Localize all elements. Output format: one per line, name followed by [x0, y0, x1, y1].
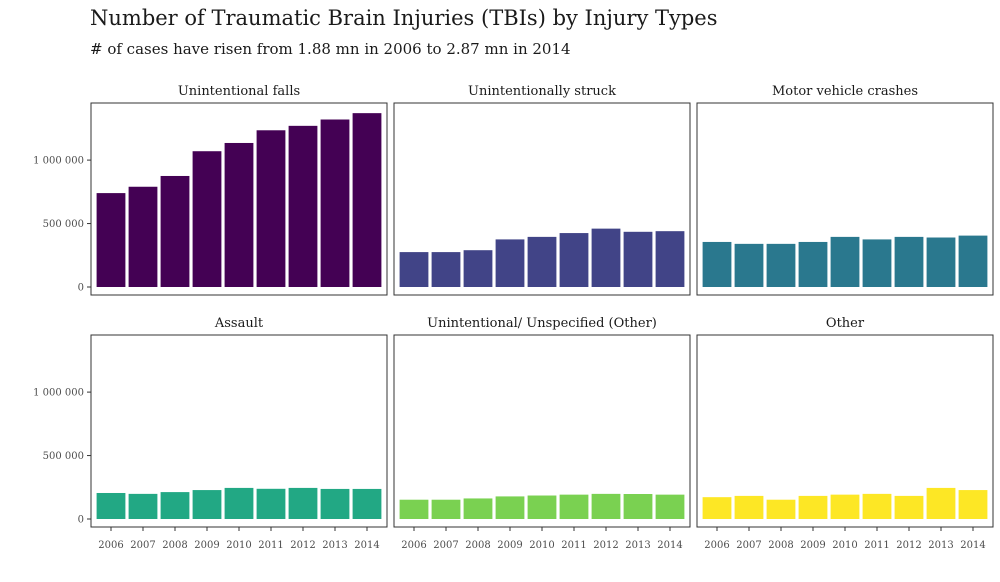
x-tick-label: 2012 [896, 540, 921, 551]
x-tick-label: 2008 [768, 540, 793, 551]
panel-border [393, 102, 691, 296]
bar [591, 493, 621, 519]
bar [256, 130, 286, 287]
bar [862, 239, 892, 287]
bar [495, 496, 525, 519]
panel-border [90, 102, 388, 296]
bar [399, 499, 429, 519]
facet-label: Assault [214, 316, 264, 331]
bar [495, 239, 525, 287]
bar [96, 492, 126, 519]
x-tick-label: 2011 [864, 540, 889, 551]
x-tick-label: 2009 [497, 540, 522, 551]
bar [463, 498, 493, 519]
bar [702, 241, 732, 287]
bar [399, 252, 429, 287]
bar [798, 495, 828, 519]
x-tick-label: 2013 [928, 540, 953, 551]
chart-title: Number of Traumatic Brain Injuries (TBIs… [90, 6, 718, 30]
x-tick-label: 2014 [657, 540, 682, 551]
x-tick-label: 2008 [465, 540, 490, 551]
facet-label: Unintentional falls [178, 84, 300, 99]
bar [734, 243, 764, 287]
bar [352, 113, 382, 288]
bar [527, 236, 557, 287]
bar [766, 243, 796, 287]
bar [192, 490, 222, 519]
bar [734, 495, 764, 519]
bar [702, 497, 732, 519]
x-tick-label: 2011 [561, 540, 586, 551]
bar [160, 175, 190, 287]
bar [798, 241, 828, 287]
bar [623, 231, 653, 287]
x-tick-label: 2010 [529, 540, 554, 551]
x-tick-label: 2014 [960, 540, 985, 551]
bar [320, 488, 350, 519]
x-tick-label: 2006 [98, 540, 123, 551]
y-tick-label: 1 000 000 [33, 388, 84, 399]
bar [958, 235, 988, 287]
bar [128, 186, 158, 287]
y-tick-label: 0 [78, 515, 84, 526]
x-tick-label: 2006 [401, 540, 426, 551]
x-tick-label: 2013 [625, 540, 650, 551]
bar [288, 487, 318, 519]
bar [958, 490, 988, 519]
facet-label: Other [826, 316, 865, 331]
bar [96, 193, 126, 287]
y-tick-label: 1 000 000 [33, 156, 84, 167]
bar [766, 499, 796, 519]
bar [192, 151, 222, 287]
bar [926, 237, 956, 287]
x-tick-label: 2012 [593, 540, 618, 551]
bar [463, 250, 493, 287]
bar [431, 252, 461, 287]
bar [352, 488, 382, 519]
y-tick-label: 500 000 [43, 219, 84, 230]
bar [623, 494, 653, 519]
facet-label: Motor vehicle crashes [772, 84, 918, 99]
x-tick-label: 2006 [704, 540, 729, 551]
bar [559, 233, 589, 287]
bar [591, 228, 621, 287]
bar [128, 493, 158, 519]
x-tick-label: 2008 [162, 540, 187, 551]
bar [320, 119, 350, 287]
bar [160, 492, 190, 519]
x-tick-label: 2009 [194, 540, 219, 551]
x-tick-label: 2009 [800, 540, 825, 551]
bar [655, 494, 685, 519]
y-tick-label: 0 [78, 283, 84, 294]
bar [830, 236, 860, 287]
x-tick-label: 2012 [290, 540, 315, 551]
bar [224, 487, 254, 519]
bar [431, 499, 461, 519]
bar [894, 236, 924, 287]
x-tick-label: 2007 [433, 540, 458, 551]
x-tick-label: 2011 [258, 540, 283, 551]
panel-border [696, 102, 994, 296]
facet-label: Unintentional/ Unspecified (Other) [427, 316, 657, 331]
y-tick-label: 500 000 [43, 451, 84, 462]
bar [894, 495, 924, 519]
bar [256, 488, 286, 519]
facet-label: Unintentionally struck [468, 84, 616, 99]
x-tick-label: 2013 [322, 540, 347, 551]
x-tick-label: 2010 [832, 540, 857, 551]
x-tick-label: 2007 [736, 540, 761, 551]
bar [527, 495, 557, 519]
bar [224, 142, 254, 287]
x-tick-label: 2007 [130, 540, 155, 551]
chart-subtitle: # of cases have risen from 1.88 mn in 20… [90, 40, 571, 58]
bar [830, 494, 860, 519]
bar [559, 494, 589, 519]
bar [926, 487, 956, 519]
bar [288, 125, 318, 287]
x-tick-label: 2010 [226, 540, 251, 551]
x-tick-label: 2014 [354, 540, 379, 551]
bar [655, 231, 685, 287]
bar [862, 493, 892, 519]
